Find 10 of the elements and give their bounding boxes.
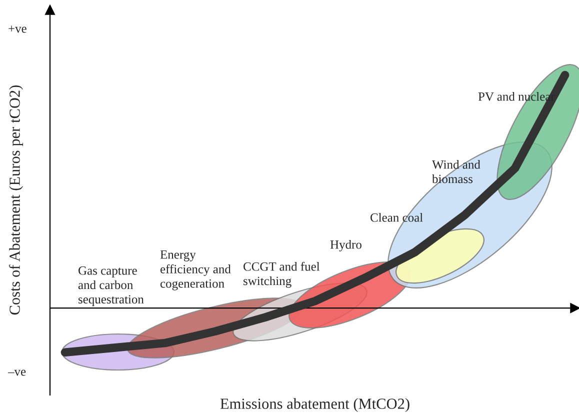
annotation: Clean coal xyxy=(370,213,423,222)
text: +ve xyxy=(8,26,26,33)
annotation: Energy efficiency and cogeneration xyxy=(160,250,231,290)
annotation: CCGT and fuel switching xyxy=(244,262,320,288)
annotation: Gas capture and carbon sequestration xyxy=(78,266,144,306)
x-axis-title: Emissions abatement (MtCO2) xyxy=(220,398,410,412)
annotation: Hydro xyxy=(330,240,362,252)
y-axis-title: Costs of Abatement (Euros per tCO2) xyxy=(8,85,24,315)
annotation: Wind and biomass xyxy=(432,160,480,184)
text: –ve xyxy=(8,370,26,376)
